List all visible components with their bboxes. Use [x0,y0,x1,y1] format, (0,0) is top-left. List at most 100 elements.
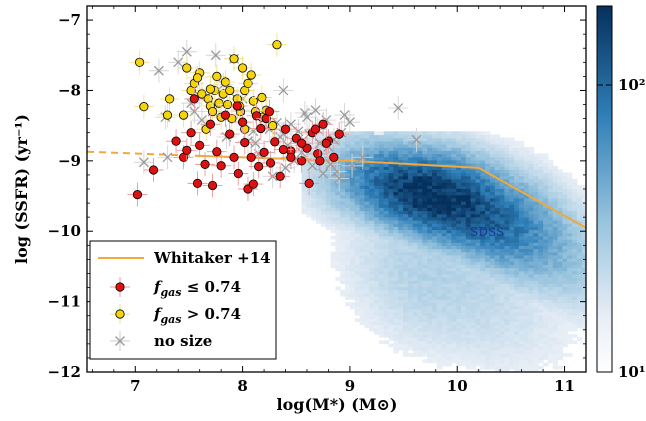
density-cell [538,359,544,364]
density-cell [490,267,496,272]
density-cell [417,197,423,202]
density-cell [330,216,336,221]
density-cell [374,178,380,183]
density-cell [412,292,419,297]
density-cell [422,302,428,307]
density-cell [403,324,409,329]
high-point [165,94,175,104]
density-cell [330,204,336,208]
density-cell [436,258,443,262]
density-cell [514,264,520,269]
density-cell [345,239,351,243]
density-cell [403,178,409,183]
density-cell [504,194,510,199]
density-cell [547,207,554,212]
density-cell [412,134,419,139]
density-cell [349,191,356,196]
density-cell [316,166,322,170]
whitaker-line-group [87,150,586,229]
density-cell [543,289,549,294]
density-cell [504,223,510,227]
density-cell [364,299,370,303]
density-cell [490,197,496,202]
density-cell [567,178,573,183]
density-cell [499,213,505,218]
density-cell [514,258,520,262]
density-cell [417,220,423,224]
density-cell [494,220,501,224]
density-cell [427,140,433,145]
density-cell [572,327,578,332]
density-cell [581,311,586,316]
density-cell [572,204,578,208]
density-cell [567,289,573,294]
density-cell [446,292,452,297]
density-cell [543,185,549,189]
density-cell [518,166,525,170]
density-cell [393,277,399,281]
density-cell [345,140,351,145]
low-point [195,140,205,150]
density-cell [509,163,515,167]
density-cell [345,220,351,224]
density-cell [446,182,452,186]
density-cell [320,194,327,199]
density-cell [349,153,356,158]
density-cell [528,362,534,367]
density-cell [557,365,563,370]
density-cell [407,318,414,322]
density-cell [432,197,438,202]
density-cell [441,330,448,335]
density-cell [465,251,472,256]
density-cell [451,296,457,300]
density-cell [335,210,341,215]
density-cell [412,210,419,215]
density-cell [490,261,496,265]
density-cell [340,204,346,208]
density-cell [383,169,390,174]
density-cell [345,289,351,294]
density-cell [383,210,390,215]
density-cell [422,172,428,177]
density-cell [514,242,520,246]
density-cell [514,277,520,281]
density-cell [374,226,380,231]
density-cell [557,194,563,199]
density-cell [465,239,472,243]
density-cell [533,178,539,183]
density-cell [320,191,327,196]
density-cell [451,169,457,174]
legend-high-sub: gas [160,313,181,326]
density-cell [446,131,452,136]
density-cell [407,235,414,240]
density-cell [427,156,433,161]
density-cell [528,216,534,221]
density-cell [359,251,365,256]
density-cell [557,273,563,278]
density-cell [509,194,515,199]
density-cell [504,251,510,256]
density-cell [562,283,568,288]
low-point [148,165,159,175]
density-cell [475,137,481,142]
density-cell [340,239,346,243]
density-cell [528,169,534,174]
density-cell [576,194,583,199]
density-cell [518,178,525,183]
density-cell [335,213,341,218]
density-cell [576,213,583,218]
density-cell [403,210,409,215]
density-cell [461,353,467,357]
low-point [232,101,242,111]
density-cell [523,353,530,357]
density-cell [509,318,515,322]
density-cell [509,321,515,326]
density-cell [432,213,438,218]
density-cell [494,302,501,307]
density-cell [412,166,419,170]
density-cell [398,159,404,164]
density-cell [320,147,327,151]
density-cell [499,324,505,329]
nosize-point [162,152,173,163]
density-cell [427,232,433,237]
